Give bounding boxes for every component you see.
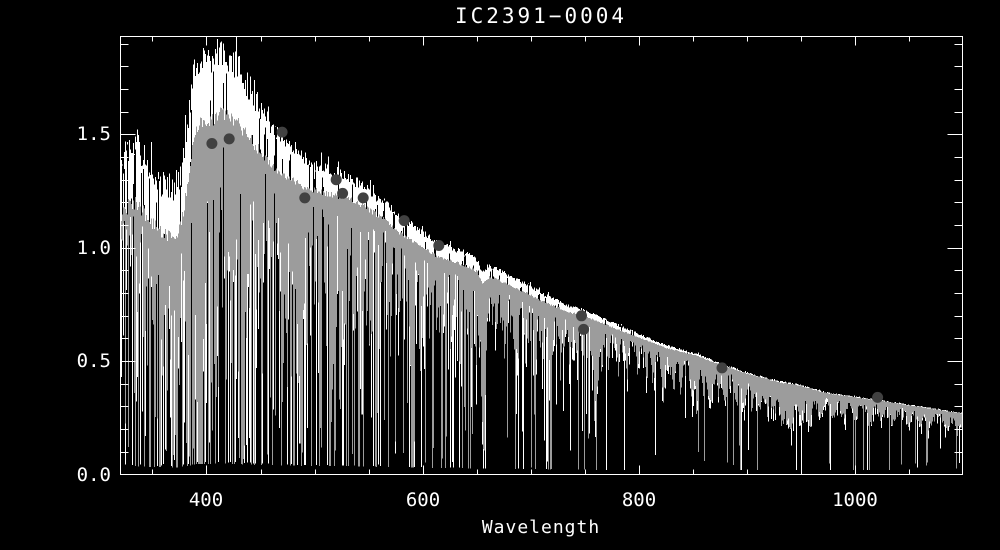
x-tick-label-400: 400 [189,489,223,511]
plot-frame [120,36,963,475]
x-tick-label-800: 800 [622,489,656,511]
photometry-point [398,215,410,227]
x-tick-label-1000: 1000 [832,489,878,511]
photometry-point [276,126,288,138]
photometry-point [206,138,218,149]
plot-title: IC2391−0004 [455,4,627,28]
photometry-point [716,362,728,374]
photometry-point [223,133,235,145]
y-tick-label-1.0: 1.0 [77,237,111,259]
y-tick-label-0.5: 0.5 [77,350,111,372]
photometry-point [578,323,590,335]
spectrum-template-gray [121,107,963,470]
photometry-point [357,192,369,204]
x-axis-label: Wavelength [482,517,600,538]
photometry-point [872,391,884,403]
x-tick-label-600: 600 [406,489,440,511]
photometry-point [330,174,342,186]
photometry-point [433,240,445,251]
photometry-point [337,187,349,199]
y-tick-label-0.0: 0.0 [77,464,111,486]
axis-ticks [120,36,963,475]
photometry-point [299,192,311,204]
photometry-point [576,310,587,322]
y-tick-label-1.5: 1.5 [77,123,111,145]
